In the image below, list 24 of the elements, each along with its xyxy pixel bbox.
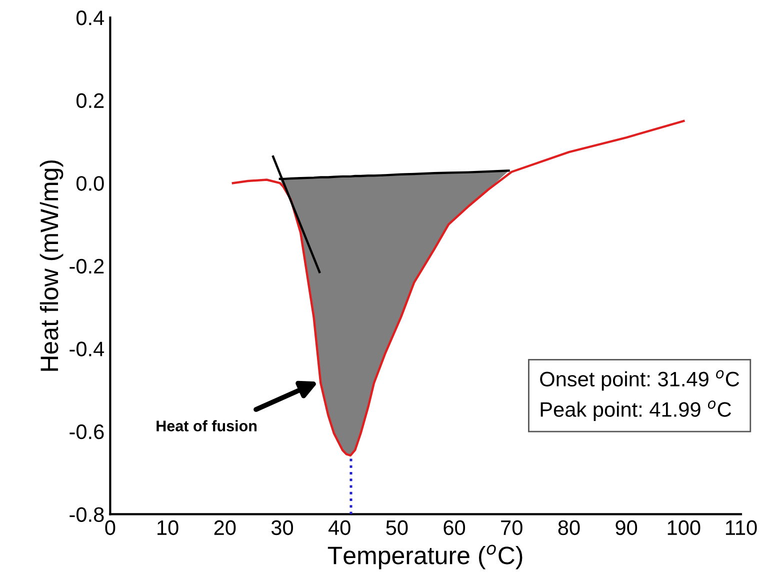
x-tick-label: 50 bbox=[386, 520, 408, 536]
y-tick-label: -0.6 bbox=[70, 424, 104, 440]
x-tick-label: 20 bbox=[214, 520, 236, 536]
x-tick-label: 100 bbox=[668, 520, 700, 536]
y-axis-title: Heat flow (mW/mg) bbox=[40, 160, 64, 371]
x-tick-label: 40 bbox=[328, 520, 350, 536]
y-tick-label: -0.2 bbox=[70, 258, 104, 274]
x-tick-label: 110 bbox=[726, 520, 757, 536]
annotation: Heat of fusion bbox=[156, 420, 257, 432]
y-tick-label: 0.4 bbox=[76, 10, 104, 26]
x-tick-label: 0 bbox=[105, 520, 116, 536]
x-tick-label: 90 bbox=[616, 520, 638, 536]
x-tick-label: 30 bbox=[271, 520, 294, 536]
x-tick-label: 70 bbox=[501, 520, 522, 536]
x-axis-title: Temperature ($^{o}$C) bbox=[328, 544, 522, 570]
annotation: Onset point: 31.49 $^{o}$C bbox=[540, 370, 740, 391]
annotation: Peak point: 41.99 $^{o}$C bbox=[540, 400, 732, 421]
x-tick-label: 10 bbox=[158, 520, 178, 536]
x-tick-label: 60 bbox=[444, 520, 466, 536]
x-tick-label: 80 bbox=[558, 520, 580, 536]
y-tick-label: -0.4 bbox=[70, 342, 104, 356]
y-tick-label: 0.2 bbox=[76, 93, 104, 108]
y-tick-label: -0.8 bbox=[70, 507, 104, 522]
y-tick-label: 0.0 bbox=[76, 176, 104, 191]
